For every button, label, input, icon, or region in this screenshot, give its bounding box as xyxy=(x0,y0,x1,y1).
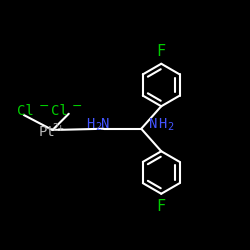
Text: Cl: Cl xyxy=(18,104,34,118)
Text: F: F xyxy=(157,199,166,214)
Text: −: − xyxy=(39,100,49,113)
Text: −: − xyxy=(72,100,82,113)
Text: Pt: Pt xyxy=(39,126,56,140)
Text: Cl: Cl xyxy=(51,104,68,118)
Text: 2+: 2+ xyxy=(52,123,64,133)
Text: H: H xyxy=(158,118,166,132)
Text: 2: 2 xyxy=(167,122,173,132)
Text: N: N xyxy=(101,118,109,132)
Text: N: N xyxy=(149,118,157,132)
Text: F: F xyxy=(157,44,166,59)
Text: 2: 2 xyxy=(96,122,102,132)
Text: H: H xyxy=(86,118,94,132)
